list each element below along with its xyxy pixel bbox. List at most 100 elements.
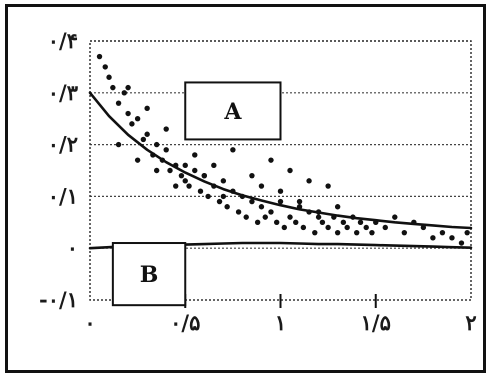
- scatter-point: [211, 162, 217, 169]
- scatter-point: [182, 178, 188, 184]
- y-tick-label: ٠: [67, 235, 78, 260]
- scatter-point: [312, 229, 318, 236]
- scatter-point: [153, 167, 160, 174]
- scatter-point: [220, 178, 227, 184]
- scatter-point: [325, 224, 331, 231]
- chart-svg: ٠/۴٠/٣٠/٢٠/١٠-٠/١ ٠ ٠/۵ ١ ١/۵ ٢ AB: [39, 28, 477, 335]
- scatter-point: [144, 105, 150, 112]
- scatter-point: [401, 229, 408, 236]
- x-tick-label: ٢: [465, 310, 476, 335]
- scatter-point: [134, 157, 141, 163]
- scatter-point: [249, 198, 255, 205]
- x-tick-marks: [184, 294, 377, 308]
- scatter-point: [110, 84, 116, 91]
- x-tick-label: ١/۵: [361, 310, 391, 335]
- scatter-point: [258, 204, 265, 210]
- x-tick-label: ٠/۵: [170, 310, 200, 335]
- fit-curve-1: [88, 91, 473, 230]
- scatter-point: [153, 141, 160, 148]
- y-tick-labels: ٠/۴ ٠/٣ ٠/٢ ٠/١ ٠ -٠/١: [39, 28, 79, 312]
- scatter-point: [129, 121, 135, 127]
- scatter-point: [287, 214, 293, 220]
- scatter-point: [268, 209, 274, 215]
- scatter-point: [125, 110, 131, 117]
- scatter-point: [258, 183, 265, 189]
- scatter-point: [186, 183, 192, 189]
- scatter-point: [306, 178, 312, 184]
- x-tick-label: ١: [275, 310, 286, 335]
- scatter-point: [354, 229, 360, 236]
- y-tick-label: -٠/١: [39, 287, 78, 312]
- scatter-point: [106, 74, 112, 80]
- scatter-point: [254, 219, 261, 225]
- scatter-point: [268, 157, 274, 163]
- scatter-point: [334, 204, 341, 210]
- scatter-point: [243, 214, 249, 220]
- annotation-label-a: A: [223, 99, 242, 125]
- scatter-point: [430, 235, 436, 241]
- scatter-point: [344, 224, 350, 231]
- scatter-point: [464, 229, 470, 236]
- scatter-point: [96, 53, 103, 60]
- scatter-point: [315, 214, 322, 220]
- scatter-point: [357, 219, 364, 225]
- annotation-box-a: [184, 81, 282, 141]
- scatter-point: [121, 90, 127, 96]
- scatter-point: [277, 188, 284, 194]
- scatter-point: [115, 100, 122, 106]
- scatter-point: [163, 147, 169, 153]
- scatter-point: [363, 224, 369, 231]
- scatter-point: [369, 229, 375, 236]
- scatter-point: [125, 84, 131, 91]
- annotation-boxes: AB: [111, 81, 282, 307]
- scatter-point: [102, 64, 108, 70]
- scatter-point: [273, 219, 280, 225]
- scatter-point: [173, 183, 179, 189]
- scatter-point: [287, 167, 293, 174]
- scatter-point: [293, 219, 299, 225]
- y-tick-label: ٠/٢: [48, 132, 78, 157]
- grid: [90, 40, 471, 249]
- scatter-point: [216, 198, 223, 205]
- scatter-point: [334, 229, 341, 236]
- scatter-point: [220, 193, 227, 200]
- scatter-point: [192, 152, 198, 158]
- y-tick-label: ٠/٣: [48, 80, 79, 105]
- annotation-label-b: B: [140, 262, 159, 288]
- scatter-point: [235, 209, 242, 215]
- scatter-point: [140, 136, 147, 143]
- scatter-point: [167, 167, 173, 174]
- scatter-point: [201, 172, 207, 179]
- scatter-point: [281, 224, 288, 231]
- scatter-point: [420, 224, 427, 231]
- scatter-point: [144, 131, 150, 137]
- scatter-point: [296, 198, 303, 205]
- annotation-box-b: [111, 242, 187, 307]
- scatter-point: [205, 193, 211, 200]
- scatter-point: [182, 162, 188, 169]
- y-tick-label: ٠/۴: [48, 28, 78, 53]
- scatter-point: [178, 172, 185, 179]
- scatter-point: [249, 172, 255, 179]
- scatter-point: [300, 224, 307, 231]
- scatter-point: [192, 167, 198, 174]
- scatter-point: [230, 147, 236, 153]
- x-tick-labels: ٠ ٠/۵ ١ ١/۵ ٢: [84, 310, 476, 335]
- scatter-point: [340, 219, 347, 225]
- scatter-point: [319, 219, 326, 225]
- scatter-point: [262, 214, 268, 220]
- scatter-point: [325, 183, 331, 189]
- x-tick-label: ٠: [84, 310, 95, 335]
- scatter-points: [96, 53, 470, 246]
- scatter-point: [439, 229, 446, 236]
- scatter-point: [449, 235, 455, 241]
- scatter-point: [458, 240, 465, 246]
- scatter-point: [224, 204, 230, 210]
- scatter-point: [382, 224, 388, 231]
- y-tick-label: ٠/١: [48, 183, 78, 208]
- scatter-point: [134, 116, 141, 122]
- scatter-point: [277, 198, 284, 205]
- scatter-point: [392, 214, 398, 220]
- scatter-point: [197, 188, 204, 194]
